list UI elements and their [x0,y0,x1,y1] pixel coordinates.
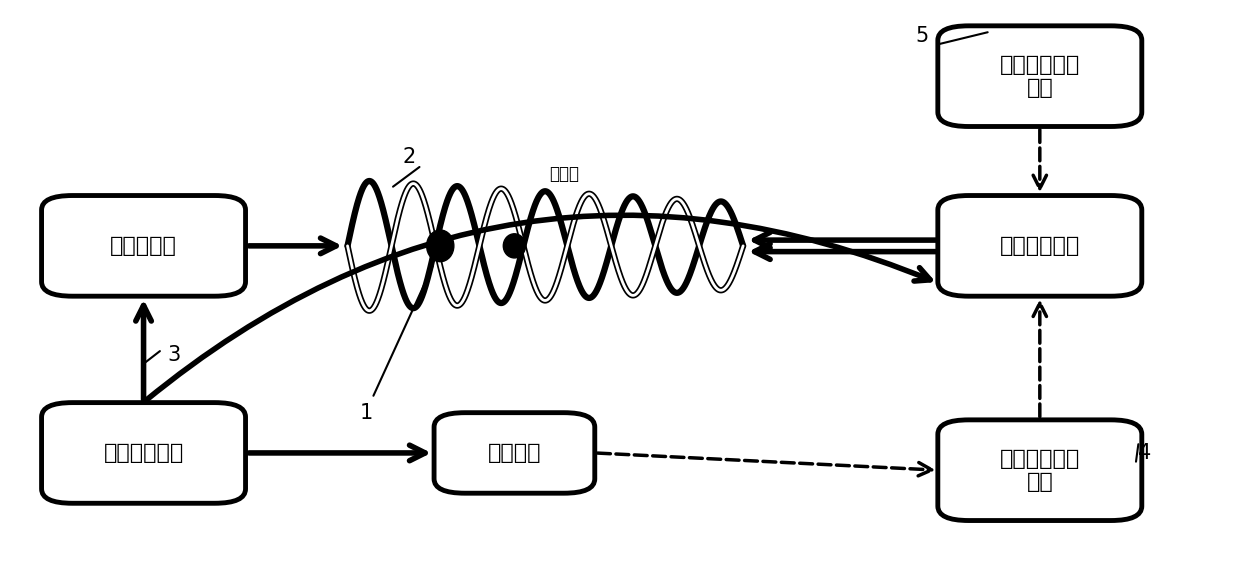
Text: 两束圆偏振光: 两束圆偏振光 [1000,236,1080,256]
Text: 晶格激光模块: 晶格激光模块 [103,443,183,463]
FancyBboxPatch shape [434,413,595,493]
Text: 功率可调控制
模块: 功率可调控制 模块 [1000,54,1080,98]
FancyBboxPatch shape [938,195,1142,296]
Text: 2: 2 [403,147,416,166]
FancyBboxPatch shape [938,420,1142,521]
Text: 3: 3 [167,345,181,365]
Text: 参考激光: 参考激光 [488,443,541,463]
Ellipse shape [503,234,525,258]
Text: 线偏振激光: 线偏振激光 [110,236,177,256]
FancyBboxPatch shape [42,195,245,296]
FancyBboxPatch shape [938,26,1142,127]
Text: 真空腔: 真空腔 [549,165,579,183]
Text: 1: 1 [359,403,373,423]
Text: 相位可调控制
模块: 相位可调控制 模块 [1000,449,1080,492]
Ellipse shape [426,230,453,262]
Text: 4: 4 [1139,443,1151,463]
Text: 5: 5 [916,26,929,46]
FancyBboxPatch shape [42,403,245,503]
FancyArrowPatch shape [146,215,930,401]
